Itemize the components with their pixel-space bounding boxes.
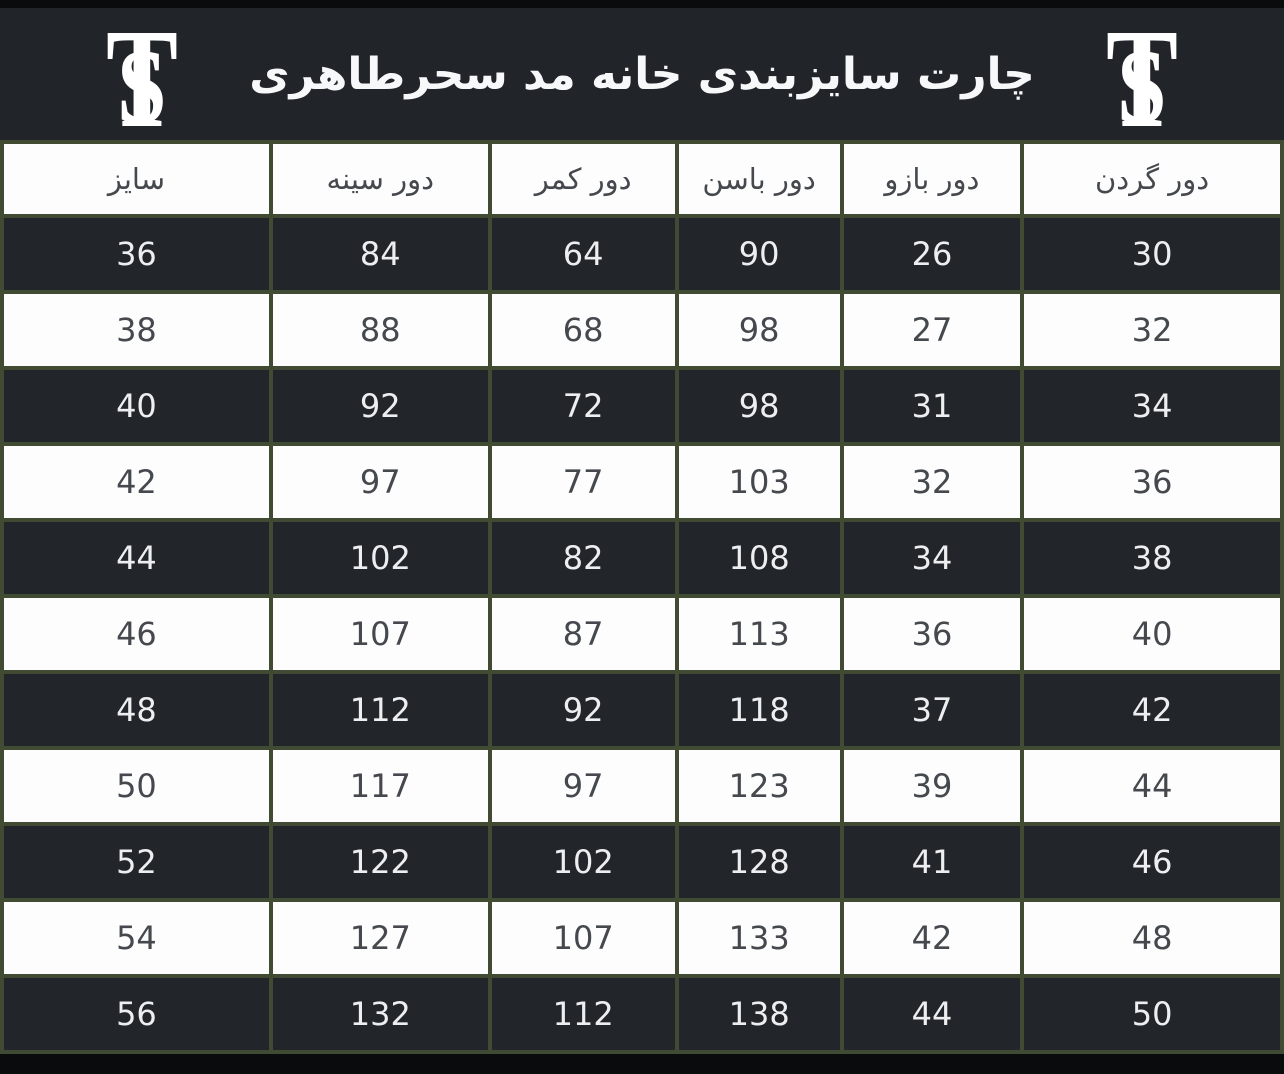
cell-hip: 138: [674, 974, 844, 1054]
cell-waist: 112: [487, 974, 679, 1054]
column-header-chest: دور سینه: [268, 140, 492, 218]
cell-size: 48: [0, 670, 273, 750]
cell-waist: 77: [487, 442, 679, 522]
brand-logo-right: T S: [1104, 25, 1180, 131]
cell-chest: 122: [268, 822, 492, 902]
cell-neck: 36: [1020, 442, 1284, 522]
cell-chest: 92: [268, 366, 492, 446]
cell-arm: 37: [839, 670, 1025, 750]
cell-waist: 92: [487, 670, 679, 750]
cell-hip: 98: [674, 366, 844, 446]
cell-size: 40: [0, 366, 273, 446]
table-row-size-40: 34 31 98 72 92 40: [0, 366, 1284, 446]
table-row-size-46: 40 36 113 87 107 46: [0, 594, 1284, 674]
cell-neck: 38: [1020, 518, 1284, 598]
cell-chest: 107: [268, 594, 492, 674]
table-row-size-54: 48 42 133 107 127 54: [0, 898, 1284, 978]
cell-size: 50: [0, 746, 273, 826]
cell-waist: 97: [487, 746, 679, 826]
table-header-row: دور گردن دور بازو دور باسن دور کمر دور س…: [0, 140, 1284, 218]
table-row-size-50: 44 39 123 97 117 50: [0, 746, 1284, 826]
cell-hip: 90: [674, 214, 844, 294]
cell-chest: 117: [268, 746, 492, 826]
cell-arm: 39: [839, 746, 1025, 826]
cell-size: 36: [0, 214, 273, 294]
cell-hip: 133: [674, 898, 844, 978]
cell-arm: 27: [839, 290, 1025, 370]
cell-hip: 118: [674, 670, 844, 750]
table-row-size-38: 32 27 98 68 88 38: [0, 290, 1284, 370]
cell-chest: 112: [268, 670, 492, 750]
cell-waist: 87: [487, 594, 679, 674]
cell-neck: 40: [1020, 594, 1284, 674]
cell-neck: 44: [1020, 746, 1284, 826]
cell-chest: 132: [268, 974, 492, 1054]
table-row-size-48: 42 37 118 92 112 48: [0, 670, 1284, 750]
logo-letter-t: T: [106, 25, 178, 131]
cell-neck: 30: [1020, 214, 1284, 294]
cell-hip: 98: [674, 290, 844, 370]
cell-size: 44: [0, 518, 273, 598]
top-edge-strip: [0, 0, 1284, 8]
cell-hip: 108: [674, 518, 844, 598]
title-band: T S چارت سایزبندی خانه مد سحرطاهری T S: [0, 8, 1284, 140]
table-row-size-44: 38 34 108 82 102 44: [0, 518, 1284, 598]
page-title: چارت سایزبندی خانه مد سحرطاهری: [249, 48, 1035, 100]
cell-neck: 48: [1020, 898, 1284, 978]
cell-waist: 68: [487, 290, 679, 370]
cell-chest: 97: [268, 442, 492, 522]
cell-chest: 88: [268, 290, 492, 370]
bottom-edge-strip: [0, 1054, 1284, 1074]
cell-size: 56: [0, 974, 273, 1054]
cell-waist: 82: [487, 518, 679, 598]
brand-logo-left: T S: [104, 25, 180, 131]
cell-chest: 102: [268, 518, 492, 598]
cell-chest: 84: [268, 214, 492, 294]
cell-neck: 32: [1020, 290, 1284, 370]
cell-size: 54: [0, 898, 273, 978]
cell-neck: 50: [1020, 974, 1284, 1054]
cell-chest: 127: [268, 898, 492, 978]
column-header-waist: دور کمر: [487, 140, 679, 218]
cell-waist: 107: [487, 898, 679, 978]
cell-hip: 123: [674, 746, 844, 826]
cell-size: 52: [0, 822, 273, 902]
table-row-size-52: 46 41 128 102 122 52: [0, 822, 1284, 902]
cell-arm: 26: [839, 214, 1025, 294]
cell-neck: 34: [1020, 366, 1284, 446]
cell-waist: 64: [487, 214, 679, 294]
cell-size: 46: [0, 594, 273, 674]
cell-arm: 36: [839, 594, 1025, 674]
cell-neck: 46: [1020, 822, 1284, 902]
cell-arm: 34: [839, 518, 1025, 598]
logo-letter-t: T: [1106, 25, 1178, 131]
size-chart-table: دور گردن دور بازو دور باسن دور کمر دور س…: [0, 140, 1284, 1054]
cell-size: 38: [0, 290, 273, 370]
cell-arm: 31: [839, 366, 1025, 446]
cell-arm: 44: [839, 974, 1025, 1054]
ts-monogram-icon: T S: [1106, 25, 1178, 131]
table-row-size-56: 50 44 138 112 132 56: [0, 974, 1284, 1054]
column-header-hip: دور باسن: [674, 140, 844, 218]
cell-arm: 41: [839, 822, 1025, 902]
column-header-neck: دور گردن: [1020, 140, 1284, 218]
cell-arm: 32: [839, 442, 1025, 522]
table-row-size-36: 30 26 90 64 84 36: [0, 214, 1284, 294]
cell-waist: 102: [487, 822, 679, 902]
cell-hip: 103: [674, 442, 844, 522]
cell-neck: 42: [1020, 670, 1284, 750]
cell-hip: 113: [674, 594, 844, 674]
table-row-size-42: 36 32 103 77 97 42: [0, 442, 1284, 522]
ts-monogram-icon: T S: [106, 25, 178, 131]
logo-letter-s: S: [1117, 29, 1167, 131]
logo-letter-s: S: [117, 29, 167, 131]
column-header-arm: دور بازو: [839, 140, 1025, 218]
column-header-size: سایز: [0, 140, 273, 218]
cell-hip: 128: [674, 822, 844, 902]
cell-size: 42: [0, 442, 273, 522]
cell-arm: 42: [839, 898, 1025, 978]
cell-waist: 72: [487, 366, 679, 446]
